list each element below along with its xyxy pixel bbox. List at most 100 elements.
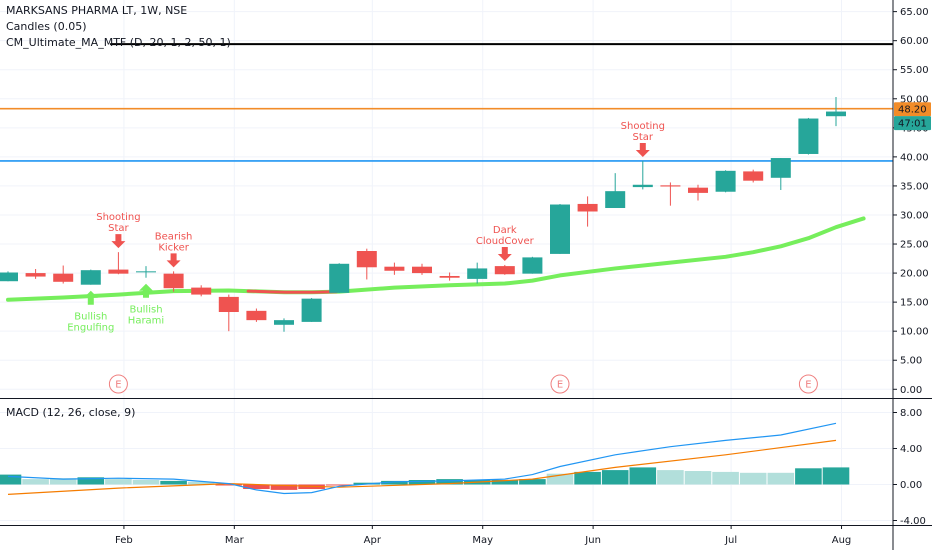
macd-y-tick-label: -4.00 — [900, 516, 926, 527]
candle-body — [108, 269, 129, 274]
macd-histogram-bar — [160, 480, 187, 485]
macd-histogram-bar — [436, 479, 463, 485]
macd-histogram-bar — [519, 479, 546, 485]
pattern-label: Bullish — [129, 305, 162, 316]
earnings-circle[interactable] — [550, 374, 570, 394]
y-tick-label: 5.00 — [900, 356, 922, 367]
y-tick-label: 65.00 — [900, 7, 929, 18]
y-tick-label: 0.00 — [900, 385, 922, 396]
candle-body — [743, 171, 764, 181]
candles-legend[interactable]: Candles (0.05) — [6, 20, 87, 33]
earnings-label[interactable]: E — [115, 380, 121, 391]
candle-body — [25, 273, 46, 277]
price-label-tag[interactable]: 48.20 — [894, 102, 931, 117]
pattern-arrow-up — [83, 290, 98, 305]
macd-histogram-bar — [491, 480, 519, 485]
y-tick-label: 20.00 — [900, 269, 929, 280]
pattern-label: Star — [633, 132, 654, 143]
candle-body — [163, 273, 184, 289]
pattern-annotations: ShootingStarBearishKickerBullishEngulfin… — [67, 121, 665, 334]
earnings-marker[interactable]: E — [550, 374, 570, 394]
macd-histogram-bar — [381, 480, 408, 485]
candle-body — [577, 203, 598, 212]
candle-body — [274, 320, 294, 325]
macd-histogram-bar — [215, 484, 243, 486]
x-tick-label: Jun — [584, 535, 601, 546]
y-tick-label: 60.00 — [900, 36, 929, 47]
macd-histogram-bar — [105, 479, 132, 485]
ma-line — [6, 216, 866, 302]
candle-body — [412, 266, 432, 274]
macd-pane — [0, 422, 850, 495]
price-label-tag[interactable]: 47:01 — [894, 116, 931, 131]
x-tick-label: Aug — [832, 535, 852, 546]
candle-body — [80, 270, 101, 285]
moving-average — [6, 216, 866, 302]
pattern-arrow-up — [139, 283, 153, 298]
macd-histogram-bar — [0, 474, 22, 485]
earnings-marker[interactable]: E — [108, 374, 128, 394]
earnings-label[interactable]: E — [557, 380, 563, 391]
macd-histogram-bar — [546, 473, 574, 485]
macd-histogram-bar — [684, 471, 712, 485]
earnings-marker[interactable]: E — [798, 374, 818, 394]
x-tick-label: Apr — [364, 535, 382, 546]
candle-body — [632, 184, 653, 188]
candle-body — [191, 287, 212, 295]
y-tick-label: 35.00 — [900, 181, 929, 192]
candle-body — [715, 170, 736, 192]
macd-line — [7, 422, 837, 495]
candle-body — [136, 271, 156, 273]
y-tick-label: 15.00 — [900, 298, 929, 309]
candle-body — [798, 118, 819, 154]
macd-histogram-bar — [132, 480, 160, 485]
pattern-label: Bearish — [155, 231, 193, 242]
horizontal-levels — [0, 43, 893, 162]
macd-y-tick-label: 8.00 — [900, 408, 922, 419]
candle-body — [660, 185, 681, 187]
candle-body — [53, 273, 74, 282]
macd-legend[interactable]: MACD (12, 26, close, 9) — [6, 406, 136, 419]
ma-line-down — [246, 289, 338, 294]
y-tick-label: 30.00 — [900, 210, 929, 221]
candle-body — [467, 268, 488, 279]
earnings-circle[interactable] — [798, 374, 818, 394]
candle-body — [605, 191, 626, 209]
earnings-circle[interactable] — [108, 374, 128, 394]
ma-legend[interactable]: CM_Ultimate_MA_MTF (D, 20, 1, 2, 50, 1) — [6, 36, 231, 49]
macd-histogram-bar — [795, 468, 822, 485]
macd-histogram-bar — [408, 480, 436, 485]
macd-histogram-bar — [325, 484, 353, 486]
candle-body — [522, 257, 543, 274]
pattern-arrow-down — [497, 246, 512, 261]
price-label-bg[interactable] — [894, 102, 931, 117]
candle-body — [384, 266, 405, 271]
price-label-bg[interactable] — [894, 116, 931, 131]
candle-body — [826, 111, 846, 117]
candle-body — [0, 272, 18, 282]
candle-body — [494, 266, 515, 275]
macd-histogram-bar — [49, 478, 77, 485]
price-label-text[interactable]: 48.20 — [898, 105, 927, 116]
candle-body — [218, 296, 239, 313]
symbol-title[interactable]: MARKSANS PHARMA LT, 1W, NSE — [6, 4, 188, 17]
candle-body — [439, 275, 460, 278]
candle-body — [246, 310, 267, 321]
pattern-arrow-down — [166, 253, 181, 268]
price-label-text[interactable]: 47:01 — [898, 119, 927, 130]
x-tick-label: May — [472, 535, 493, 546]
macd-histogram-bar — [601, 470, 629, 485]
candle-body — [329, 263, 350, 293]
earnings-label[interactable]: E — [805, 380, 811, 391]
candle-body — [770, 158, 791, 178]
pattern-label: CloudCover — [476, 236, 535, 247]
y-tick-label: 55.00 — [900, 65, 929, 76]
macd-histogram-bar — [822, 467, 850, 485]
macd-histogram-bar — [739, 472, 767, 485]
macd-histogram-bar — [657, 470, 684, 485]
